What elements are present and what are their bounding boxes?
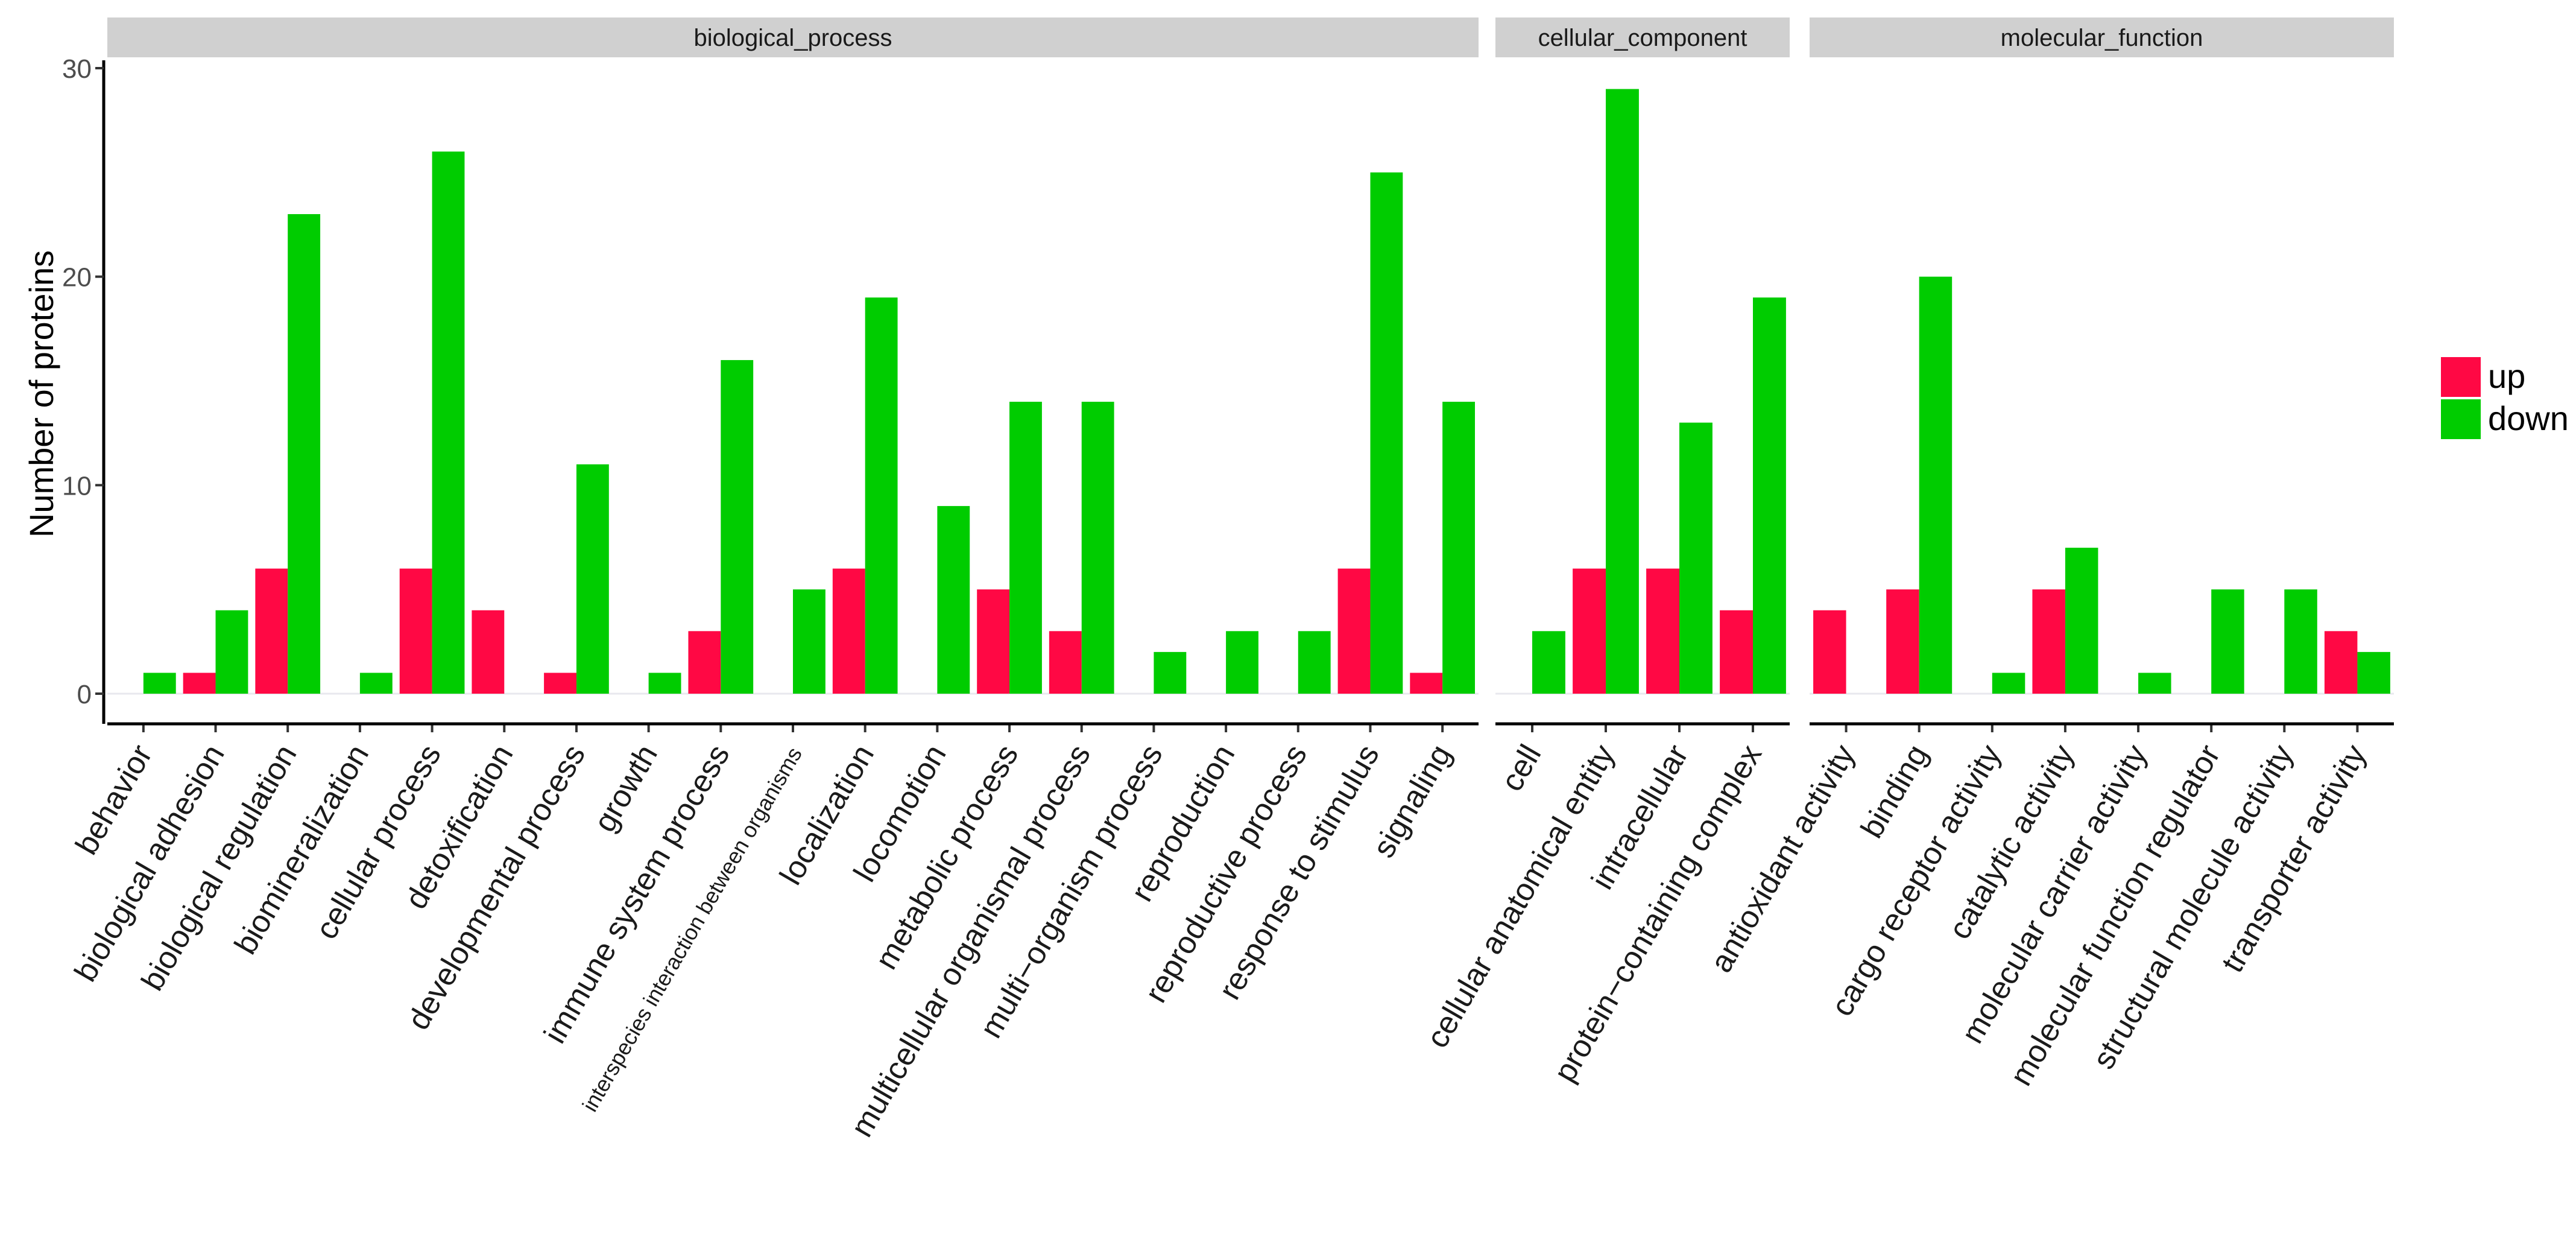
bar-up (399, 568, 432, 694)
bar-down (143, 673, 176, 694)
bar-down (648, 673, 681, 694)
bar-up (1573, 568, 1606, 694)
bar-down (359, 673, 393, 694)
bar-up (1886, 589, 1919, 694)
bar-up (1720, 610, 1753, 694)
bar-up (1337, 568, 1371, 694)
bar-up (472, 610, 505, 694)
bar-up (2032, 589, 2065, 694)
bar-up (1813, 610, 1846, 694)
bar-up (544, 673, 576, 694)
bar-down (1370, 172, 1403, 694)
bar-down (2065, 548, 2098, 694)
bar-down (2357, 651, 2390, 694)
facet-strip (107, 17, 1479, 57)
legend-label-up: up (2488, 357, 2525, 395)
bar-down (1226, 631, 1258, 694)
bar-up (977, 589, 1010, 694)
legend-swatch-down (2441, 399, 2481, 439)
bar-down (793, 589, 826, 694)
legend-swatch-up (2441, 357, 2481, 397)
y-tick-label: 0 (77, 680, 92, 709)
bar-down (2211, 589, 2244, 694)
legend: up down (2441, 357, 2569, 439)
x-tick-label: growth (587, 739, 665, 838)
facet-strip (1810, 17, 2394, 57)
bar-down (215, 610, 248, 694)
bar-down (865, 297, 898, 694)
bar-up (255, 568, 288, 694)
bar-down (1606, 89, 1639, 694)
bar-up (1049, 631, 1082, 694)
y-axis-title: Number of proteins (22, 250, 60, 537)
bar-down (1753, 297, 1786, 694)
bar-up (2324, 631, 2358, 694)
facet-strip-label: molecular_function (2001, 25, 2203, 51)
bar-up (688, 631, 721, 694)
bar-down (1442, 402, 1476, 694)
bar-down (1532, 631, 1565, 694)
bar-up (832, 568, 865, 694)
bar-down (1992, 673, 2025, 694)
bar-up (1646, 568, 1679, 694)
bar-down (1009, 402, 1042, 694)
legend-label-down: down (2488, 399, 2569, 437)
bar-down (1154, 651, 1187, 694)
bar-down (432, 151, 465, 694)
bar-down (1298, 631, 1331, 694)
bar-down (2138, 673, 2171, 694)
y-tick-label: 30 (62, 54, 92, 84)
facet-strip-label: biological_process (693, 25, 892, 51)
y-tick-label: 10 (62, 471, 92, 501)
bar-down (721, 360, 754, 694)
y-axis: 0 10 20 30 (62, 54, 106, 724)
bar-down (288, 214, 321, 694)
x-tick-label: cell (1494, 739, 1548, 797)
bar-up (183, 673, 216, 694)
bar-down (1081, 402, 1114, 694)
bar-down (1679, 422, 1713, 694)
facet-strip-label: cellular_component (1538, 25, 1747, 51)
x-tick-label: binding (1854, 739, 1935, 844)
bar-up (1410, 673, 1443, 694)
facet-strip (1495, 17, 1790, 57)
bar-down (576, 464, 609, 694)
bar-down (937, 505, 970, 694)
bar-down (2284, 589, 2317, 694)
y-tick-label: 20 (62, 263, 92, 293)
bar-down (1919, 276, 1953, 694)
